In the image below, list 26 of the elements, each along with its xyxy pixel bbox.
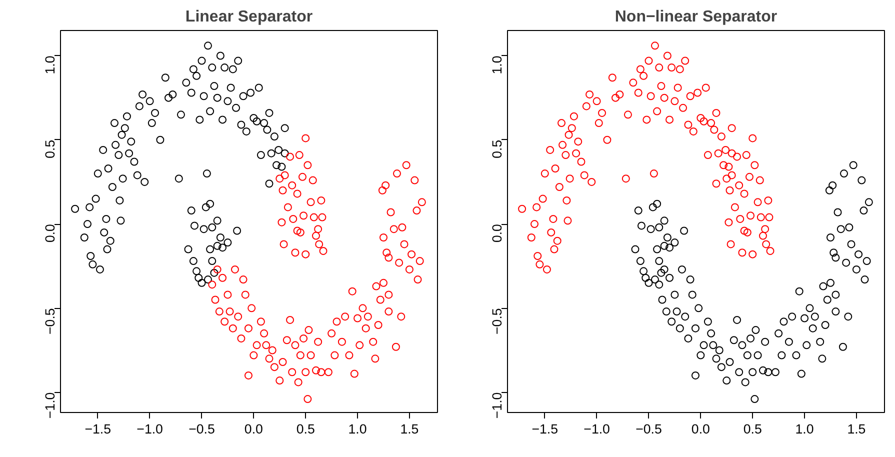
x-tick-label: 0.0 xyxy=(691,422,710,436)
x-tick-label: 1.0 xyxy=(795,422,814,436)
x-tick-label: −1.0 xyxy=(584,422,610,436)
x-tick-label: −1.0 xyxy=(136,422,163,436)
x-tick-label: 0.0 xyxy=(244,422,263,436)
chart-title: Non−linear Separator xyxy=(614,8,778,26)
y-tick-label: −0.5 xyxy=(42,308,58,334)
x-tick-label: −1.5 xyxy=(84,422,112,436)
y-tick-label: 1.0 xyxy=(42,56,58,74)
chart-title: Linear Separator xyxy=(185,8,313,26)
x-tick-label: 0.5 xyxy=(743,422,762,436)
y-tick-label: 0.5 xyxy=(490,140,504,158)
x-tick-label: 1.5 xyxy=(847,422,866,436)
x-tick-label: 1.5 xyxy=(400,422,419,436)
y-tick-label: 0.5 xyxy=(42,140,58,158)
x-tick-label: −1.5 xyxy=(532,422,558,436)
x-tick-label: −0.5 xyxy=(636,422,662,436)
y-tick-label: −1.0 xyxy=(490,392,504,419)
y-tick-label: −0.5 xyxy=(490,308,504,334)
x-tick-label: 1.0 xyxy=(348,422,367,436)
y-tick-label: 1.0 xyxy=(490,56,504,74)
x-tick-label: 0.5 xyxy=(296,422,315,436)
y-tick-label: 0.0 xyxy=(42,224,58,243)
x-tick-label: −0.5 xyxy=(188,422,215,436)
y-tick-label: −1.0 xyxy=(42,392,58,419)
y-tick-label: 0.0 xyxy=(490,224,504,243)
